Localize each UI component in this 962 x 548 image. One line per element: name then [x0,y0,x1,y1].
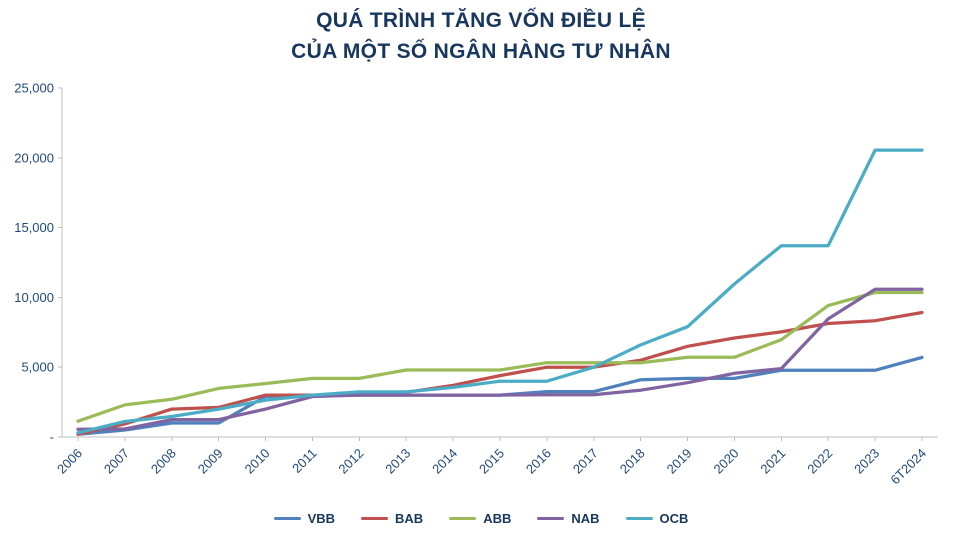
series-line-BAB [76,310,924,436]
y-tick-label: 5,000 [21,360,54,375]
x-tick-label: 2019 [664,446,695,477]
x-tick-label: 2008 [148,446,179,477]
series-line-OCB [76,148,924,435]
x-tick-label: 2023 [851,446,882,477]
y-tick-label: 25,000 [14,81,54,96]
legend-line-swatch-OCB [625,517,653,520]
y-tick-label: 15,000 [14,220,54,235]
plot-area: - 5,000 10,000 15,000 20,000 25,000 2006 2007 20… [14,81,938,488]
legend-label-BAB: BAB [395,511,424,526]
legend-label-NAB: NAB [571,511,600,526]
legend-label-OCB: OCB [659,511,689,526]
x-tick-label: 2015 [476,446,507,477]
x-tick-label: 2006 [54,446,85,477]
x-tick-label: 6T2024 [887,446,929,488]
series-line-ABB [76,290,924,423]
x-tick-label: 2020 [711,446,742,477]
x-tick-label: 2017 [570,446,601,477]
x-tick-label: 2014 [429,446,460,477]
y-tick-label: 20,000 [14,150,54,165]
legend-item-BAB: BAB [361,511,423,526]
legend-item-VBB: VBB [273,511,336,526]
x-tick-label: 2011 [289,446,319,476]
x-tick-label: 2012 [335,446,366,477]
series-line-NAB [76,287,924,431]
legend-item-OCB: OCB [625,511,689,526]
y-tick-label: - [50,430,54,445]
x-tick-label: 2013 [382,446,413,477]
x-tick-label: 2018 [617,446,648,477]
x-tick-label: 2009 [195,446,226,477]
legend-line-swatch-VBB [273,517,301,520]
chart-title-line1: QUÁ TRÌNH TĂNG VỐN ĐIỀU LỆ [316,9,646,32]
legend-line-swatch-ABB [449,517,477,520]
legend-item-ABB: ABB [449,511,511,526]
x-tick-label: 2007 [101,446,132,477]
chart-title: QUÁ TRÌNH TĂNG VỐN ĐIỀU LỆ CỦA MỘT SỐ NG… [0,5,962,67]
legend-label-ABB: ABB [483,511,512,526]
legend-label-VBB: VBB [307,511,336,526]
x-tick-label: 2016 [523,446,554,477]
chart-title-line2: CỦA MỘT SỐ NGÂN HÀNG TƯ NHÂN [291,40,671,63]
legend-line-swatch-BAB [361,517,389,520]
legend-item-NAB: NAB [537,511,600,526]
x-tick-label: 2022 [804,446,835,477]
x-tick-label: 2010 [242,446,273,477]
y-tick-label: 10,000 [14,290,54,305]
legend: VBB BAB ABB NAB OCB [0,511,962,526]
x-tick-label: 2021 [757,446,788,477]
legend-line-swatch-NAB [537,517,565,520]
